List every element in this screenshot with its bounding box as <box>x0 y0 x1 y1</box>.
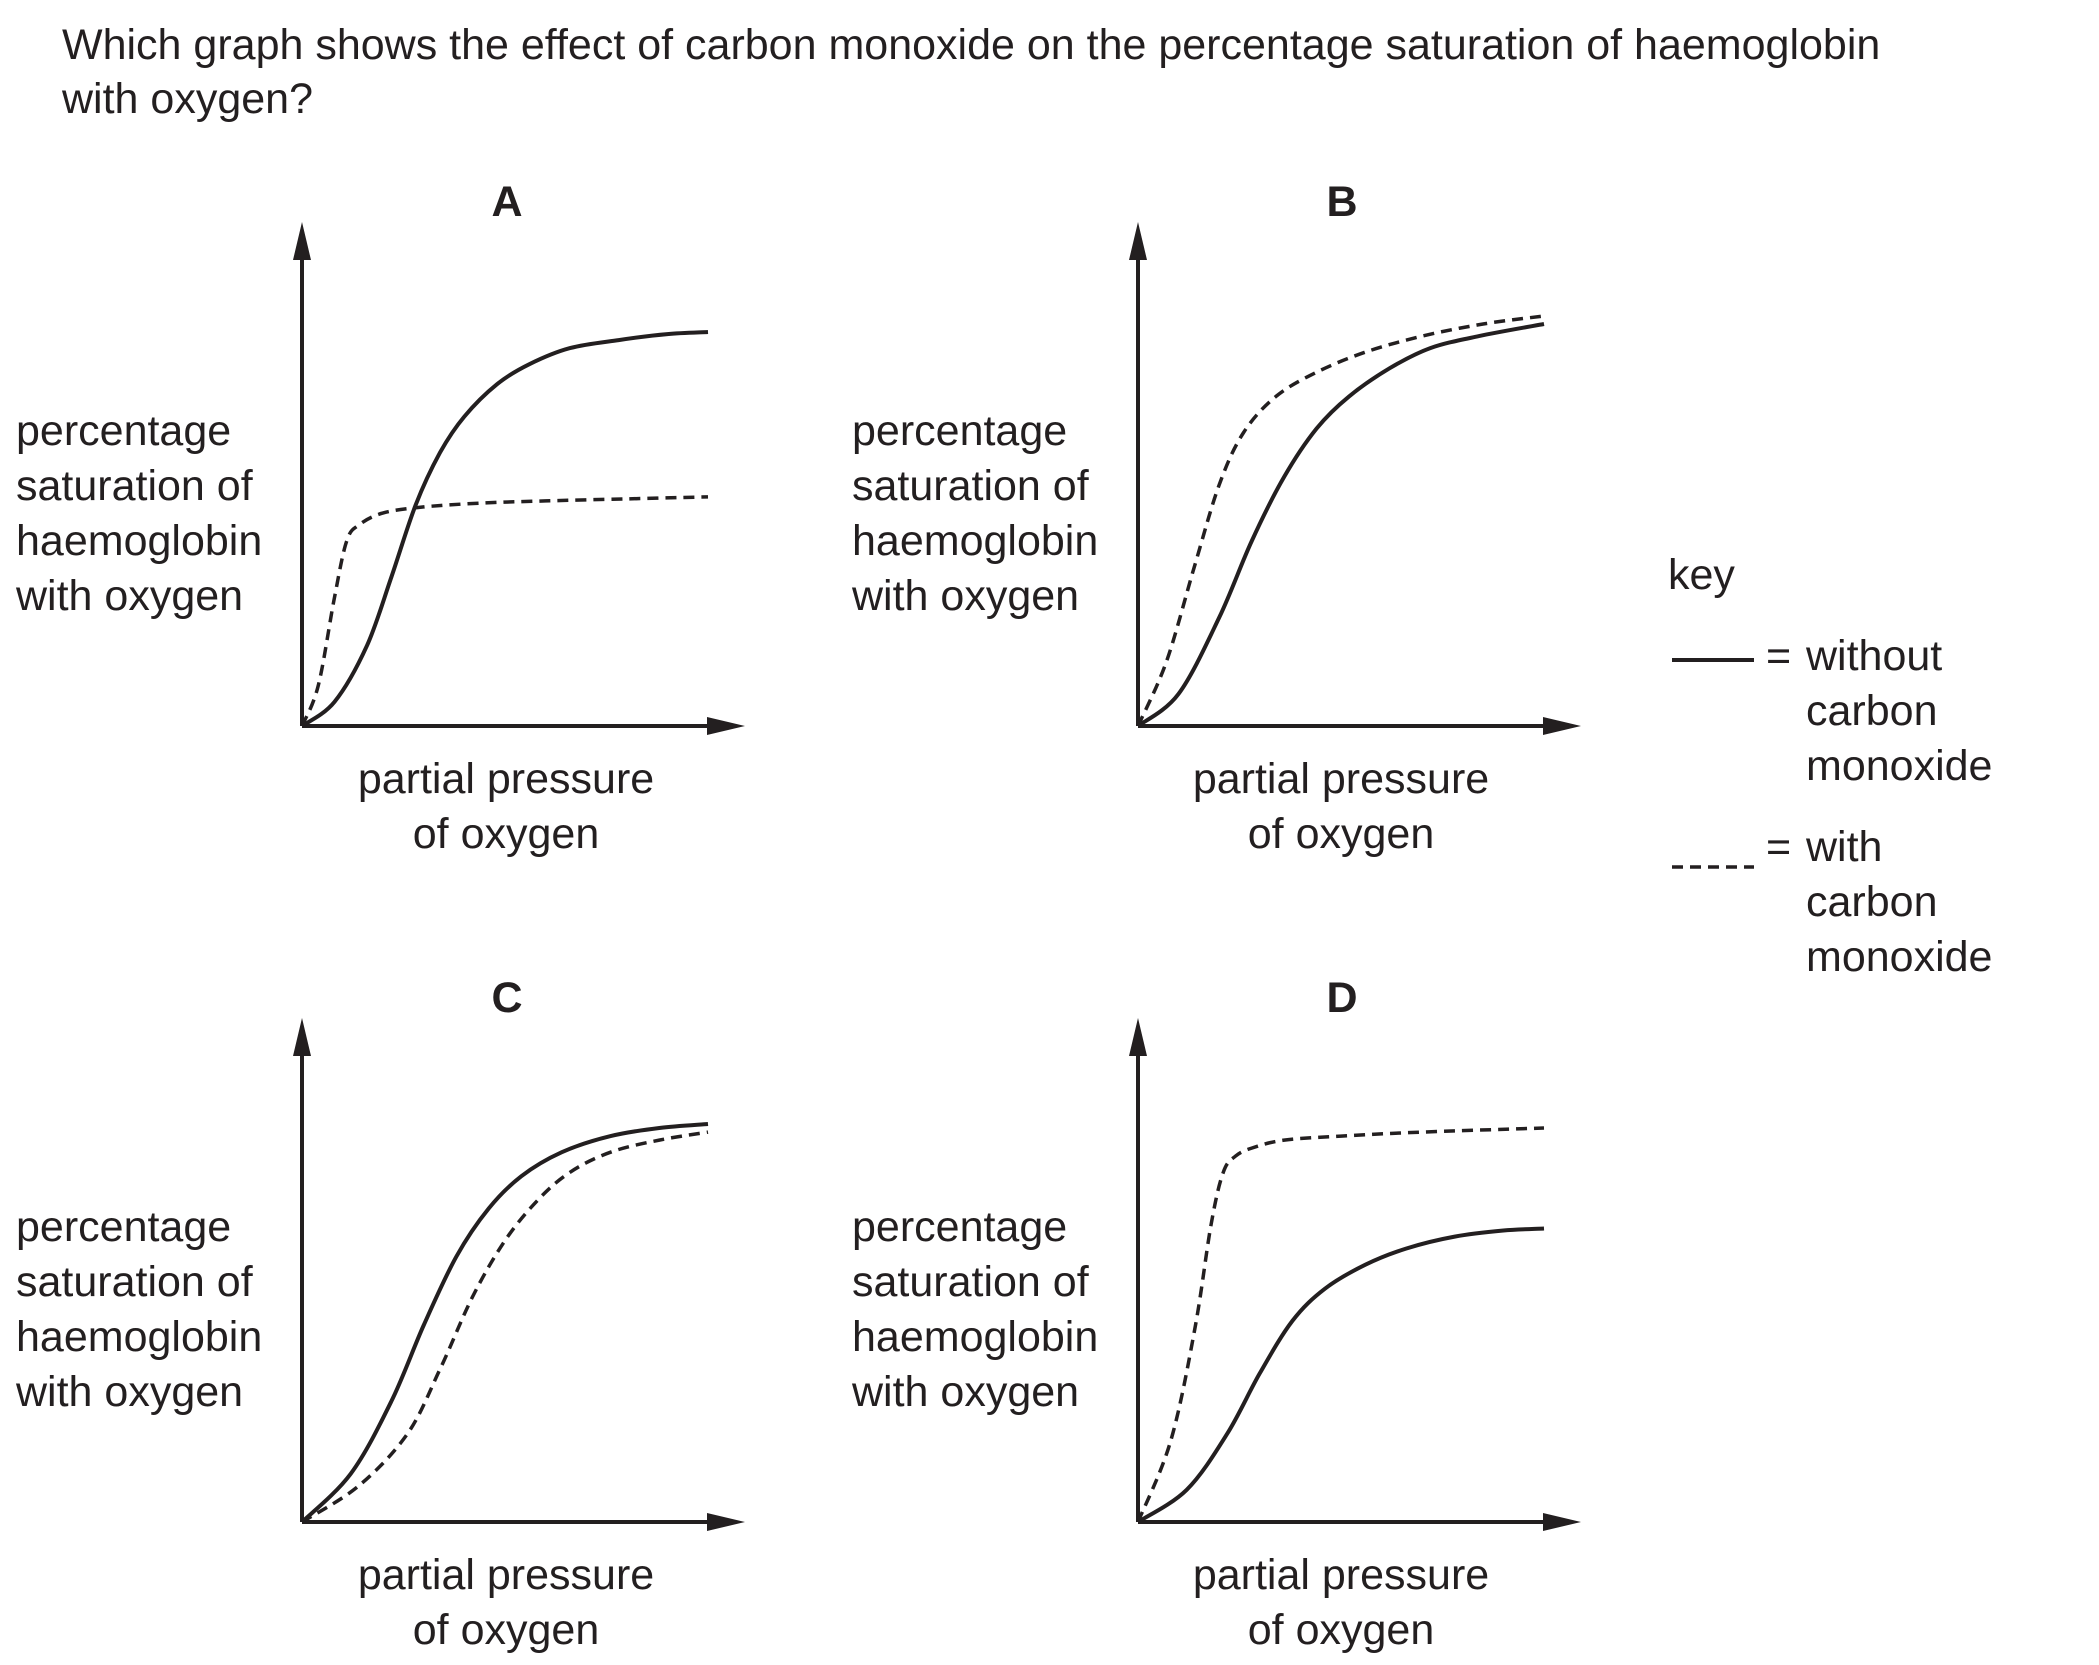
y-axis-label-line: haemoglobin <box>852 517 1099 565</box>
x-axis-label-a: partial pressure of oxygen <box>306 752 706 862</box>
y-axis-label-b: percentage saturation of haemoglobin wit… <box>852 404 1098 624</box>
x-axis-arrow-a <box>707 717 745 735</box>
y-axis-label-line: with oxygen <box>852 572 1080 620</box>
x-axis-label-line: of oxygen <box>412 1606 600 1654</box>
legend-text-line: monoxide <box>1806 742 1993 790</box>
x-axis-arrow-c <box>707 1513 745 1531</box>
series-without-co-d <box>1136 1226 1545 1524</box>
x-axis-arrow-b <box>1543 717 1581 735</box>
y-axis-arrow-a <box>293 222 311 260</box>
legend-entry-dashed: = with carbon monoxide <box>1668 820 1992 985</box>
question-line-1: Which graph shows the effect of carbon m… <box>62 21 1881 69</box>
y-axis-label-line: saturation of <box>852 1258 1089 1306</box>
x-axis-label-line: partial pressure <box>357 1551 655 1599</box>
series-without-co-b <box>1136 322 1545 728</box>
y-axis-label-line: percentage <box>852 1203 1068 1251</box>
x-axis-label-b: partial pressure of oxygen <box>1141 752 1541 862</box>
y-axis-label-line: haemoglobin <box>16 517 263 565</box>
series-without-co-c <box>300 1122 709 1524</box>
x-axis-label-line: of oxygen <box>412 810 600 858</box>
y-axis-label-line: with oxygen <box>852 1368 1080 1416</box>
y-axis-arrow-c <box>293 1018 311 1056</box>
y-axis-label-a: percentage saturation of haemoglobin wit… <box>16 404 262 624</box>
y-axis-label-line: haemoglobin <box>852 1313 1099 1361</box>
y-axis-label-line: saturation of <box>852 462 1089 510</box>
legend-text-line: monoxide <box>1806 933 1993 981</box>
x-axis-arrow-d <box>1543 1513 1581 1531</box>
x-axis-label-line: partial pressure <box>1192 755 1490 803</box>
y-axis-label-line: percentage <box>852 407 1068 455</box>
series-with-co-b <box>1136 314 1545 727</box>
panel-label-a: A <box>491 178 523 226</box>
y-axis-label-line: saturation of <box>16 462 253 510</box>
legend-equals: = <box>1766 823 1792 871</box>
panel-label-b: B <box>1326 178 1358 226</box>
x-axis-label-d: partial pressure of oxygen <box>1141 1548 1541 1658</box>
x-axis-label-line: of oxygen <box>1247 1606 1435 1654</box>
series-with-co-a <box>300 495 709 727</box>
y-axis-label-line: percentage <box>16 407 232 455</box>
x-axis-label-line: of oxygen <box>1247 810 1435 858</box>
y-axis-arrow-b <box>1129 222 1147 260</box>
y-axis-label-line: saturation of <box>16 1258 253 1306</box>
panel-label-d: D <box>1326 974 1358 1022</box>
question-line-2: with oxygen? <box>62 75 313 123</box>
y-axis-arrow-d <box>1129 1018 1147 1056</box>
legend-equals: = <box>1766 632 1792 680</box>
legend-text-dashed: with carbon monoxide <box>1766 820 1992 985</box>
legend-text-line: carbon <box>1806 687 1938 735</box>
series-with-co-c <box>301 1130 709 1524</box>
legend: key = without carbon monoxide = with car… <box>1668 548 1992 1011</box>
legend-entry-solid: = without carbon monoxide <box>1668 629 1992 794</box>
y-axis-label-line: with oxygen <box>16 572 244 620</box>
y-axis-label-line: percentage <box>16 1203 232 1251</box>
x-axis-label-line: partial pressure <box>357 755 655 803</box>
y-axis-label-d: percentage saturation of haemoglobin wit… <box>852 1200 1098 1420</box>
y-axis-label-line: with oxygen <box>16 1368 244 1416</box>
y-axis-label-c: percentage saturation of haemoglobin wit… <box>16 1200 262 1420</box>
x-axis-label-line: partial pressure <box>1192 1551 1490 1599</box>
series-with-co-d <box>1136 1126 1545 1523</box>
legend-text-line: carbon <box>1806 878 1938 926</box>
question-text: Which graph shows the effect of carbon m… <box>62 18 2052 126</box>
legend-text-solid: without carbon monoxide <box>1766 629 1992 794</box>
legend-title: key <box>1668 551 1735 599</box>
panel-label-c: C <box>491 974 523 1022</box>
x-axis-label-c: partial pressure of oxygen <box>306 1548 706 1658</box>
legend-text-line: without <box>1806 632 1943 680</box>
y-axis-label-line: haemoglobin <box>16 1313 263 1361</box>
series-without-co-a <box>300 330 709 728</box>
legend-text-line: with <box>1806 823 1883 871</box>
